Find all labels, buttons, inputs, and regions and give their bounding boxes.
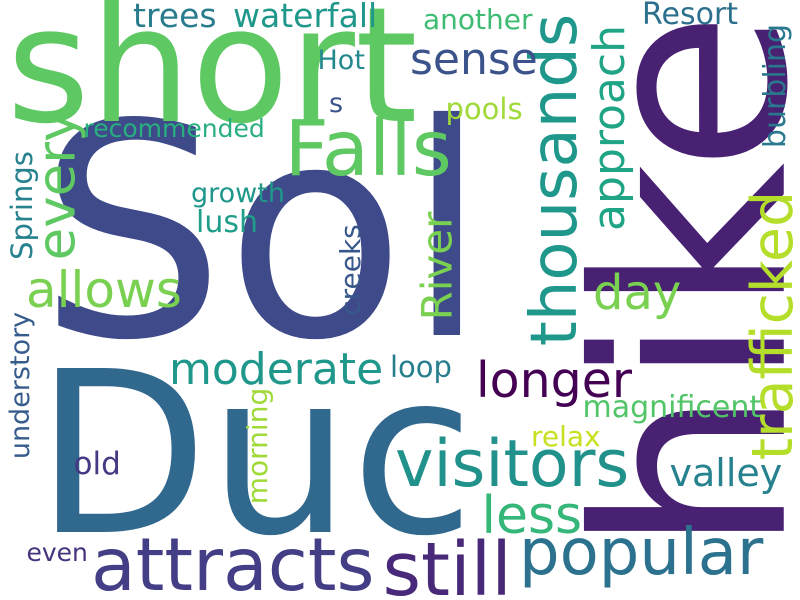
- word-springs: Springs: [4, 150, 39, 260]
- word-even: even: [26, 537, 88, 567]
- word-magnificent: magnificent: [582, 390, 762, 425]
- word-pools: pools: [445, 91, 523, 126]
- word-sense: sense: [410, 34, 538, 85]
- word-another: another: [423, 3, 533, 36]
- word-understory: understory: [4, 311, 36, 459]
- word-longer: longer: [476, 351, 633, 409]
- word-river: River: [411, 211, 461, 321]
- word-hot: Hot: [317, 44, 365, 76]
- word-day: day: [593, 265, 682, 321]
- word-attracts: attracts: [91, 522, 375, 600]
- word-resort: Resort: [642, 0, 739, 32]
- word-burbling: burbling: [758, 23, 794, 149]
- word-short: short: [6, 0, 418, 159]
- word-moderate: moderate: [169, 344, 384, 395]
- word-popular: popular: [519, 516, 764, 590]
- word-recommended: recommended: [83, 113, 265, 143]
- word-visitors: visitors: [395, 426, 630, 502]
- word-less: less: [481, 486, 583, 546]
- word-trees: trees: [133, 0, 217, 35]
- word-approach: approach: [583, 25, 635, 231]
- word-growth: growth: [191, 177, 285, 209]
- word-still: still: [382, 527, 512, 600]
- word-duc: Duc: [35, 323, 475, 586]
- word-valley: valley: [669, 451, 783, 495]
- word-creeks: creeks: [333, 224, 367, 316]
- word-loop: loop: [390, 349, 452, 384]
- word-relax: relax: [531, 420, 601, 453]
- word-old: old: [73, 445, 121, 482]
- word-morning: morning: [241, 387, 275, 505]
- word-allows: allows: [26, 261, 182, 319]
- word-lush: lush: [196, 205, 258, 240]
- word-sol: Sol: [38, 60, 488, 405]
- word-falls: Falls: [284, 104, 452, 194]
- word-waterfall: waterfall: [233, 0, 378, 35]
- word-s: s: [329, 87, 344, 119]
